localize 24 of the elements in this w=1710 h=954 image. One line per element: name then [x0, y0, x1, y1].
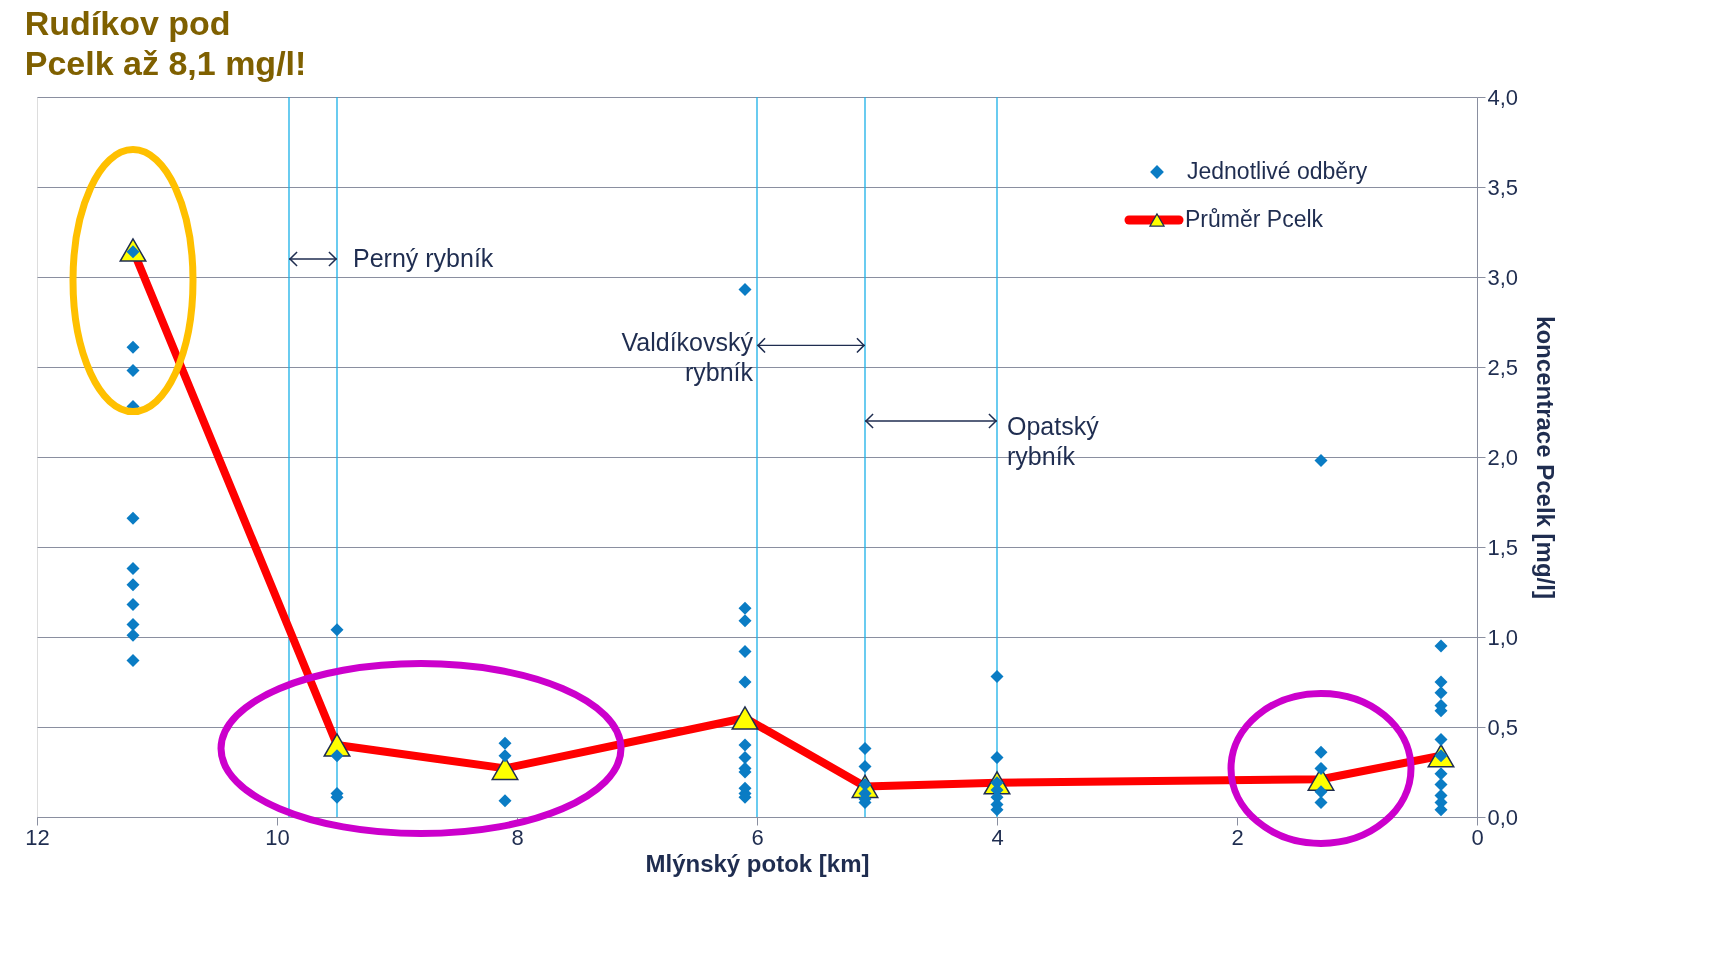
legend-label: Průměr Pcelk: [1185, 206, 1324, 232]
y-tick-label: 1,5: [1487, 534, 1519, 560]
y-tick-label: 3,0: [1487, 264, 1519, 290]
annotation: Opatský rybník: [1007, 412, 1100, 470]
x-tick-label: 10: [265, 824, 290, 850]
annotation: Perný rybník: [353, 244, 494, 272]
annotation: Valdíkovský rybník: [621, 328, 754, 387]
y-tick-label: 4,0: [1487, 84, 1519, 110]
chart-title: Rudíkov pod Pcelk až 8,1 mg/l!: [24, 4, 307, 82]
y-axis-title: koncentrace Pcelk [mg/l]: [1532, 316, 1560, 599]
x-tick-label: 4: [991, 824, 1004, 850]
x-tick-label: 12: [25, 824, 50, 850]
y-tick-label: 2,5: [1487, 354, 1519, 380]
x-tick-label: 0: [1471, 824, 1484, 850]
y-tick-label: 1,0: [1487, 624, 1519, 650]
y-tick-label: 0,0: [1487, 804, 1519, 830]
x-tick-label: 2: [1231, 824, 1244, 850]
x-axis-title: Mlýnský potok [km]: [645, 849, 870, 877]
y-tick-label: 2,0: [1487, 444, 1519, 470]
y-tick-label: 0,5: [1487, 714, 1519, 740]
x-tick-label: 8: [511, 824, 524, 850]
y-tick-label: 3,5: [1487, 174, 1519, 200]
x-tick-label: 6: [751, 824, 764, 850]
legend-label: Jednotlivé odběry: [1187, 158, 1368, 184]
